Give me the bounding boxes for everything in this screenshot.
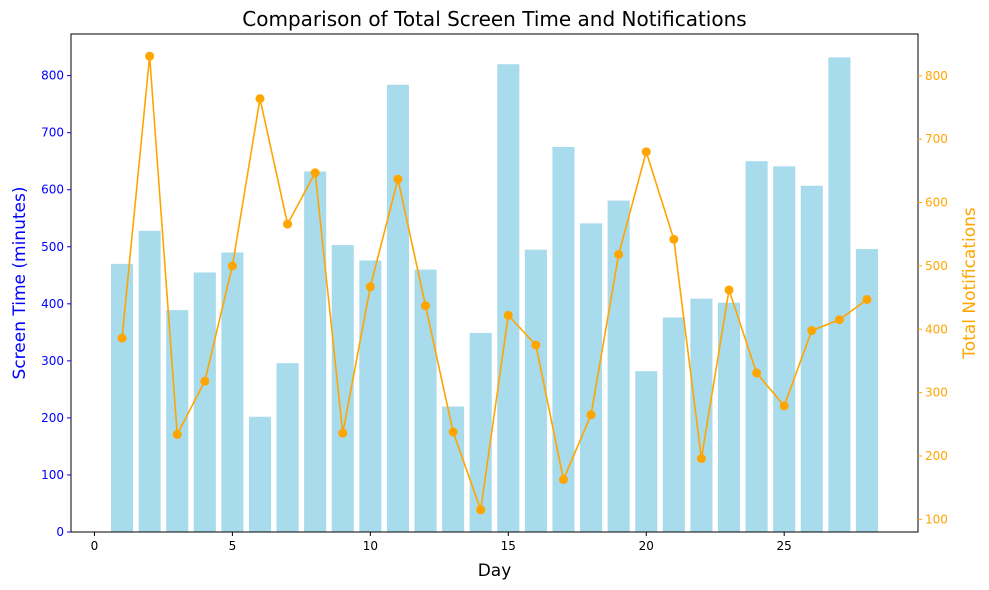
y-left-tick-label: 600 [41,183,64,197]
notifications-point-day-12 [421,301,431,311]
bar-day-15 [497,64,520,532]
x-tick-label: 25 [777,539,792,553]
notifications-point-day-4 [200,376,210,386]
notifications-point-day-18 [586,410,596,420]
bar-day-2 [138,230,161,532]
notifications-point-day-16 [531,340,541,350]
bar-day-11 [386,84,409,532]
notifications-point-day-9 [338,428,348,438]
notifications-point-day-19 [614,249,624,259]
notifications-point-day-20 [641,147,651,157]
y-right-tick-label: 100 [925,512,948,526]
y-right-tick-label: 300 [925,386,948,400]
bar-day-5 [221,252,244,533]
notifications-point-day-22 [696,454,706,464]
notifications-point-day-27 [834,315,844,325]
bar-day-7 [276,363,299,532]
y-left-tick-label: 400 [41,297,64,311]
notifications-point-day-1 [117,333,127,343]
bar-day-22 [690,298,713,532]
notifications-point-day-7 [283,219,293,229]
notifications-point-day-17 [558,474,568,484]
notifications-point-day-6 [255,94,265,104]
bar-day-23 [717,302,741,532]
bar-day-8 [304,171,327,532]
notifications-line [121,56,868,511]
x-tick-label: 10 [363,539,378,553]
notifications-point-day-8 [310,168,320,178]
bar-day-17 [552,146,575,532]
y-left-tick-label: 500 [41,240,64,254]
notifications-point-day-14 [476,505,486,515]
notifications-point-day-3 [172,429,182,439]
y-left-tick-label: 300 [41,354,64,368]
y-left-tick-label: 700 [41,126,64,140]
bar-day-9 [331,245,354,532]
notifications-point-day-13 [448,427,458,437]
bar-day-28 [855,249,878,533]
bar-day-14 [469,332,492,532]
notifications-point-day-15 [503,310,513,320]
y-right-tick-label: 800 [925,69,948,83]
bar-series [111,57,878,533]
bar-day-21 [662,317,685,532]
notifications-point-day-2 [145,51,155,61]
x-axis-label: Day [478,561,512,581]
y-right-tick-label: 500 [925,259,948,273]
bar-day-20 [635,371,658,532]
y-left-tick-label: 200 [41,411,64,425]
x-tick-label: 0 [91,539,99,553]
y-left-tick-label: 0 [56,525,64,539]
bar-day-25 [773,166,796,533]
notifications-point-day-26 [807,326,817,336]
notifications-point-day-11 [393,174,403,184]
y-right-tick-label: 600 [925,196,948,210]
y-axis-right-label: Total Notifications [960,207,980,360]
y-axis-left-label: Screen Time (minutes) [10,187,30,380]
notifications-point-day-24 [752,368,762,378]
bar-day-1 [111,263,134,532]
bar-day-6 [248,416,272,532]
y-left-tick-label: 100 [41,468,64,482]
notifications-point-day-23 [724,285,734,295]
notifications-point-day-28 [862,294,872,304]
bar-day-16 [524,249,547,533]
bar-day-18 [580,223,603,533]
x-tick-label: 15 [501,539,516,553]
y-right-tick-label: 700 [925,132,948,146]
bar-day-10 [359,260,382,532]
notifications-point-day-21 [669,234,679,244]
notifications-point-day-25 [779,401,789,411]
line-series [117,51,872,515]
bar-day-4 [193,272,216,532]
bar-day-26 [800,185,823,532]
notifications-point-day-10 [365,282,375,292]
x-tick-label: 5 [229,539,237,553]
y-right-tick-label: 400 [925,322,948,336]
notifications-point-day-5 [227,261,237,271]
chart-title: Comparison of Total Screen Time and Noti… [242,7,746,31]
bar-day-13 [442,406,465,532]
bar-day-24 [745,161,768,532]
plot-frame [70,33,919,533]
bar-day-12 [414,269,437,532]
y-right-tick-label: 200 [925,449,948,463]
bar-day-27 [828,57,851,533]
x-tick-label: 20 [639,539,654,553]
y-left-tick-label: 800 [41,69,64,83]
axes: 0 5 10 15 20 25 0 100 200 300 400 500 600 700 800 100 20… [41,33,948,553]
